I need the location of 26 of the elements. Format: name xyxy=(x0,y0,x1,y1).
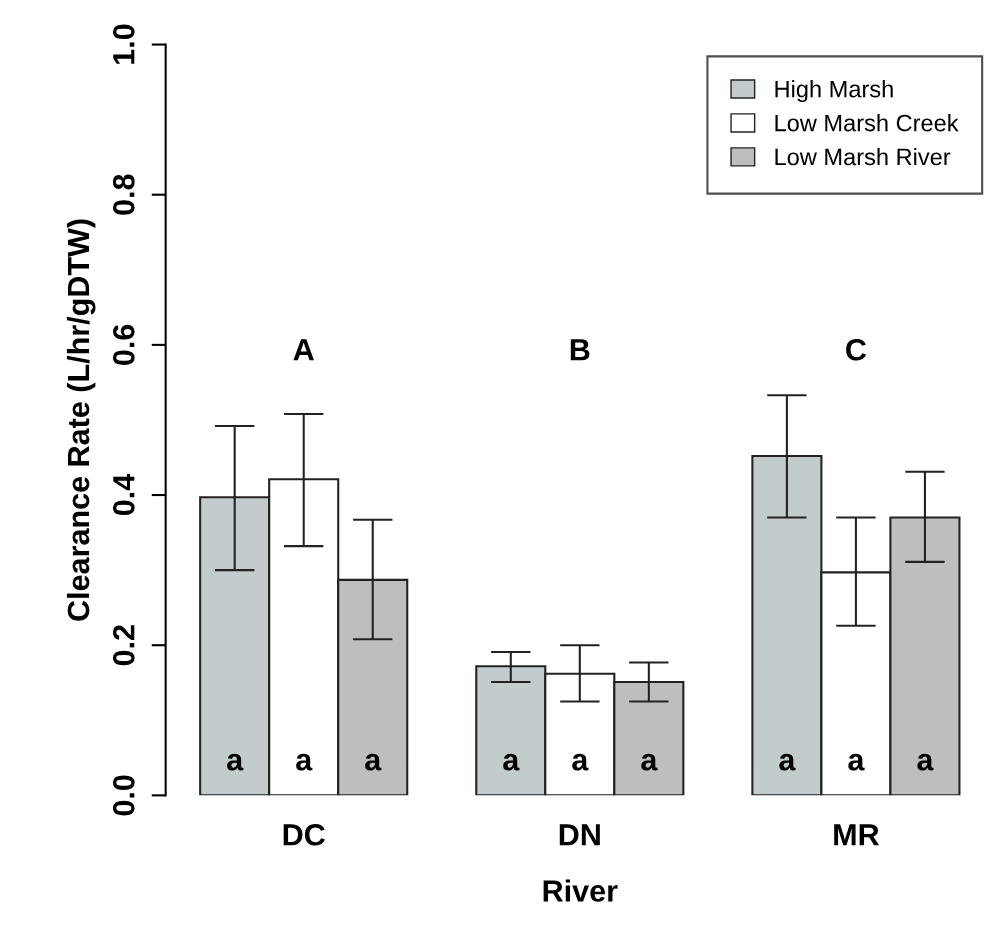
data-label: a xyxy=(572,753,589,771)
y-tick-label: 1.0 xyxy=(112,24,135,64)
data-label: a xyxy=(641,753,658,771)
x-tick-label: DN xyxy=(559,824,600,846)
x-axis-title: River xyxy=(543,879,618,902)
legend-label: High Marsh xyxy=(775,80,893,103)
annotation: B xyxy=(570,339,590,361)
data-label: a xyxy=(848,753,865,771)
y-tick-label: 0.0 xyxy=(112,775,135,816)
legend-label: Low Marsh Creek xyxy=(775,114,959,132)
data-label: a xyxy=(503,753,520,771)
annotation: A xyxy=(293,339,314,361)
y-axis-title: Clearance Rate (L/hr/gDTW) xyxy=(66,219,96,621)
legend-label: Low Marsh River xyxy=(775,147,951,166)
x-tick-label: DC xyxy=(283,823,325,846)
data-label: a xyxy=(779,753,796,771)
x-tick-label: MR xyxy=(834,824,880,846)
data-label: a xyxy=(365,753,382,771)
y-tick-label: 0.8 xyxy=(112,174,135,215)
y-tick-label: 0.2 xyxy=(112,625,135,666)
data-label: a xyxy=(296,753,313,771)
data-label: a xyxy=(917,753,934,771)
annotation: C xyxy=(846,338,867,361)
data-label: a xyxy=(227,753,244,771)
y-tick-label: 0.6 xyxy=(112,324,135,365)
y-tick-label: 0.4 xyxy=(112,473,135,516)
